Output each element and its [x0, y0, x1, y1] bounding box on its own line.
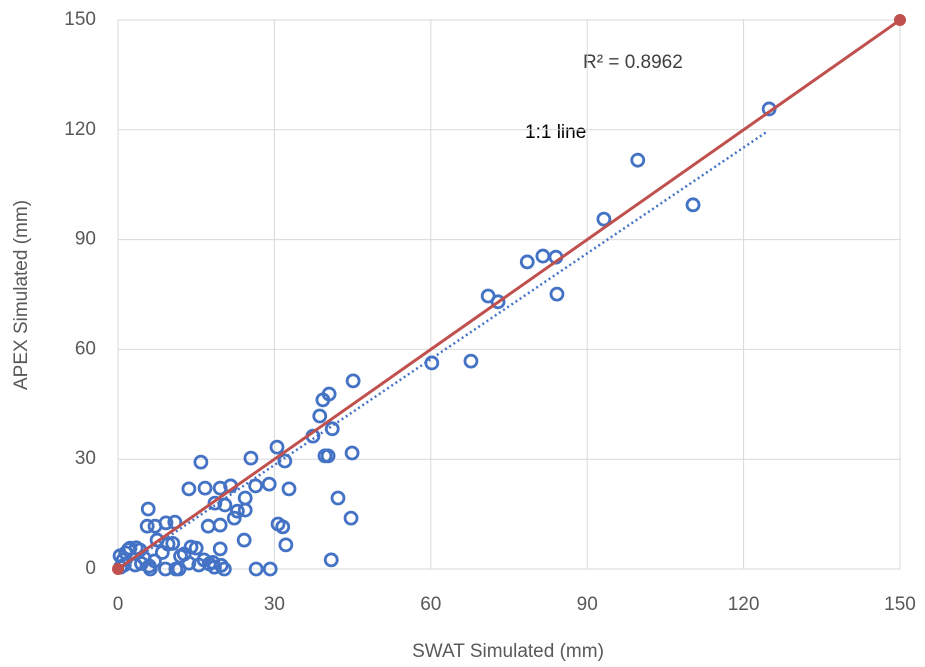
r-squared-label: R² = 0.8962: [583, 52, 683, 73]
scatter-point: [237, 490, 253, 506]
scatter-point: [181, 481, 197, 497]
scatter-point: [226, 510, 242, 526]
scatter-point: [248, 561, 264, 577]
x-tick-label: 0: [113, 594, 124, 615]
scatter-point: [212, 480, 228, 496]
scatter-point: [140, 501, 156, 517]
scatter-point: [248, 478, 264, 494]
scatter-point: [324, 421, 340, 437]
scatter-point: [154, 545, 170, 560]
scatter-point: [519, 254, 535, 270]
scatter-point: [212, 517, 228, 533]
scatter-point: [212, 541, 228, 557]
scatter-point: [141, 558, 157, 574]
scatter-point: [139, 518, 155, 534]
scatter-point: [275, 519, 291, 535]
reference-line-label: 1:1 line: [525, 122, 586, 143]
scatter-point: [236, 532, 252, 548]
scatter-point: [323, 552, 339, 568]
y-tick-label: 0: [85, 558, 96, 579]
scatter-point: [165, 535, 181, 551]
reference-line-marker: [894, 14, 906, 26]
x-tick-label: 90: [577, 594, 598, 615]
scatter-point: [269, 439, 285, 455]
trendline: [117, 130, 768, 572]
scatter-point: [261, 476, 277, 492]
reference-line: [117, 18, 901, 571]
scatter-point: [490, 294, 506, 310]
scatter-point: [630, 152, 646, 168]
scatter-point: [535, 248, 551, 264]
scatter-point: [158, 515, 174, 531]
scatter-point: [205, 555, 221, 570]
scatter-point: [183, 539, 199, 555]
scatter-point: [685, 197, 701, 213]
x-tick-label: 120: [728, 594, 760, 615]
scatter-point: [200, 518, 216, 534]
reference-line-marker: [112, 563, 124, 575]
scatter-point: [463, 353, 479, 369]
y-tick-label: 150: [64, 9, 96, 30]
scatter-point: [315, 392, 331, 408]
scatter-point: [277, 453, 293, 469]
scatter-point: [158, 561, 173, 577]
scatter-point: [262, 561, 278, 577]
scatter-point: [312, 408, 328, 424]
scatter-point: [343, 510, 359, 526]
scatter-point: [424, 355, 440, 371]
scatter-point: [229, 503, 245, 519]
scatter-point: [278, 537, 294, 553]
x-axis-title: SWAT Simulated (mm): [412, 641, 604, 662]
scatter-point: [243, 450, 259, 466]
scatter-point: [344, 445, 360, 461]
scatter-point: [320, 448, 336, 464]
scatter-point: [345, 373, 361, 389]
scatter-point: [134, 556, 149, 571]
scatter-point: [193, 454, 209, 470]
scatter-point: [330, 490, 346, 506]
x-tick-label: 150: [884, 594, 916, 615]
scatter-point: [281, 481, 297, 497]
y-tick-label: 60: [75, 338, 96, 359]
scatter-point: [128, 540, 144, 556]
y-axis-title: APEX Simulated (mm): [11, 200, 32, 390]
scatter-point: [596, 211, 612, 227]
y-tick-label: 30: [75, 448, 96, 469]
scatter-point: [197, 480, 213, 496]
scatter-point: [207, 495, 223, 511]
scatter-point: [216, 561, 232, 577]
scatter-point: [173, 548, 188, 564]
scatter-point: [217, 497, 233, 513]
scatter-point: [196, 552, 212, 568]
scatter-point: [549, 286, 565, 302]
y-tick-label: 120: [64, 119, 96, 140]
y-tick-label: 90: [75, 229, 96, 250]
x-tick-label: 30: [264, 594, 285, 615]
x-tick-label: 60: [420, 594, 441, 615]
